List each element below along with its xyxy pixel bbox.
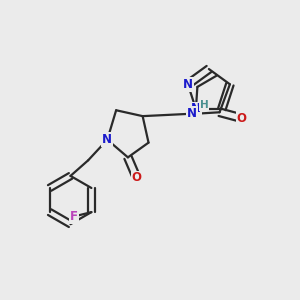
Text: O: O [132,172,142,184]
Text: N: N [191,103,201,116]
Text: O: O [237,112,247,124]
Text: N: N [187,107,196,120]
Text: F: F [70,210,78,223]
Text: H: H [200,100,208,110]
Text: N: N [102,133,112,146]
Text: N: N [183,78,193,91]
